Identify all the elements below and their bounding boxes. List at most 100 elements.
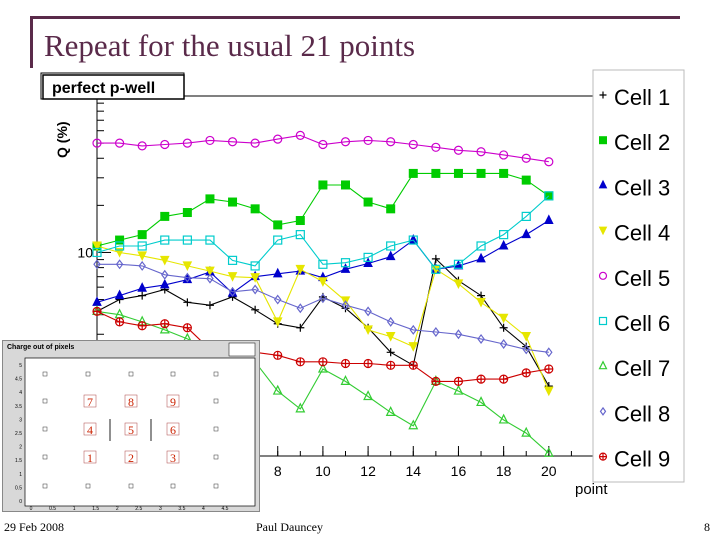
- legend-label: Cell 7: [614, 356, 670, 381]
- data-point: [115, 259, 124, 270]
- data-point: [296, 303, 305, 314]
- footer-date: 29 Feb 2008: [4, 520, 64, 534]
- series-8: [93, 259, 553, 358]
- inset-x-tick-label: 4.5: [222, 506, 229, 511]
- data-point: [363, 257, 373, 267]
- inset-x-tick-label: 0.5: [49, 506, 56, 511]
- data-point: [272, 267, 283, 278]
- data-point-cross: [341, 359, 350, 368]
- data-point: [182, 235, 192, 245]
- legend-item: Cell 6: [598, 311, 670, 336]
- data-point: [453, 259, 464, 269]
- inset-x-tick-label: 1: [73, 506, 76, 511]
- data-point: [250, 261, 260, 271]
- data-point: [228, 286, 237, 297]
- inset-y-tick-label: 3: [19, 417, 22, 423]
- data-point: [182, 208, 192, 218]
- data-point-cross: [115, 317, 124, 326]
- data-point: [498, 313, 509, 324]
- series-line: [96, 310, 550, 454]
- x-tick-label: 14: [405, 463, 421, 479]
- data-point: [499, 168, 509, 178]
- inset-cell-box: [124, 422, 138, 436]
- inset-pixel-box: [42, 483, 48, 489]
- inset-cell-label: 5: [128, 423, 134, 437]
- data-point: [432, 327, 440, 338]
- inset-panel: Charge out of pixels 5 4.5 4 3.5 3 2.5 2 1.5 1 0.…: [2, 340, 260, 512]
- series-line: [97, 134, 549, 163]
- x-axis-label: point: [575, 481, 608, 498]
- inset-cell-box: [83, 394, 97, 408]
- data-point: [521, 426, 532, 437]
- data-point: [137, 251, 147, 262]
- data-point-cross: [499, 375, 508, 384]
- data-point: [272, 384, 283, 395]
- data-point: [386, 348, 395, 357]
- data-point: [341, 180, 350, 190]
- data-point: [364, 306, 372, 317]
- data-point: [431, 264, 441, 274]
- data-point: [521, 175, 531, 185]
- data-point: [340, 375, 351, 385]
- inset-y-tick-label: 2: [19, 445, 22, 451]
- data-point: [408, 168, 418, 178]
- footer-page-number: 8: [704, 520, 710, 534]
- inset-cell-label: 2: [128, 451, 134, 465]
- data-point: [137, 230, 147, 240]
- slide-title: Repeat for the usual 21 points: [44, 28, 416, 63]
- inset-cell-box: [83, 422, 97, 436]
- legend-item: Cell 3: [598, 175, 670, 200]
- data-point: [544, 191, 554, 201]
- data-point: [295, 264, 306, 275]
- data-point: [453, 384, 464, 395]
- inset-y-tick-label: 1: [19, 472, 22, 478]
- data-point: [205, 135, 215, 146]
- inset-pixel-box: [213, 398, 219, 404]
- data-point: [250, 273, 260, 283]
- data-point: [251, 305, 260, 314]
- inset-cell-box: [166, 394, 180, 408]
- data-point: [386, 241, 396, 251]
- data-point: [363, 390, 374, 401]
- data-point: [227, 137, 238, 147]
- data-point: [114, 289, 125, 300]
- data-point-cross: [296, 357, 305, 366]
- inset-cell-label: 1: [87, 451, 93, 465]
- data-point: [409, 324, 418, 335]
- inset-cell-box: [124, 450, 138, 464]
- inset-y-tick-label: 4.5: [15, 377, 22, 383]
- legend-label: Cell 4: [614, 221, 670, 246]
- data-point: [476, 396, 487, 407]
- data-point: [272, 317, 283, 327]
- legend-item: Cell 1: [599, 85, 670, 110]
- data-point: [273, 134, 283, 144]
- data-point: [205, 266, 215, 277]
- data-point: [521, 211, 531, 221]
- data-point: [454, 329, 463, 340]
- data-point: [273, 235, 283, 245]
- data-point: [159, 255, 170, 266]
- data-point: [138, 291, 147, 300]
- legend-item: Cell 7: [598, 356, 670, 381]
- series-line: [96, 195, 550, 270]
- legend-label: Cell 9: [614, 447, 670, 472]
- data-point: [295, 402, 306, 413]
- inset-x-tick-label: 0: [30, 506, 33, 511]
- data-point: [476, 241, 486, 251]
- data-point: [296, 323, 305, 332]
- inset-cell-box: [166, 422, 180, 436]
- data-point: [499, 150, 509, 160]
- data-point: [92, 138, 102, 148]
- legend-marker: [599, 136, 607, 145]
- data-point: [545, 347, 553, 358]
- data-point: [544, 386, 554, 397]
- data-point-cross: [364, 359, 373, 368]
- data-point: [228, 197, 238, 207]
- inset-y-tick-label: 3.5: [15, 404, 22, 410]
- legend-marker: [598, 360, 608, 370]
- data-point-cross: [544, 364, 553, 373]
- inset-pixel-box: [213, 426, 219, 432]
- legend-label: Cell 6: [614, 311, 670, 336]
- legend-marker: [599, 406, 607, 416]
- legend-marker: [598, 316, 608, 326]
